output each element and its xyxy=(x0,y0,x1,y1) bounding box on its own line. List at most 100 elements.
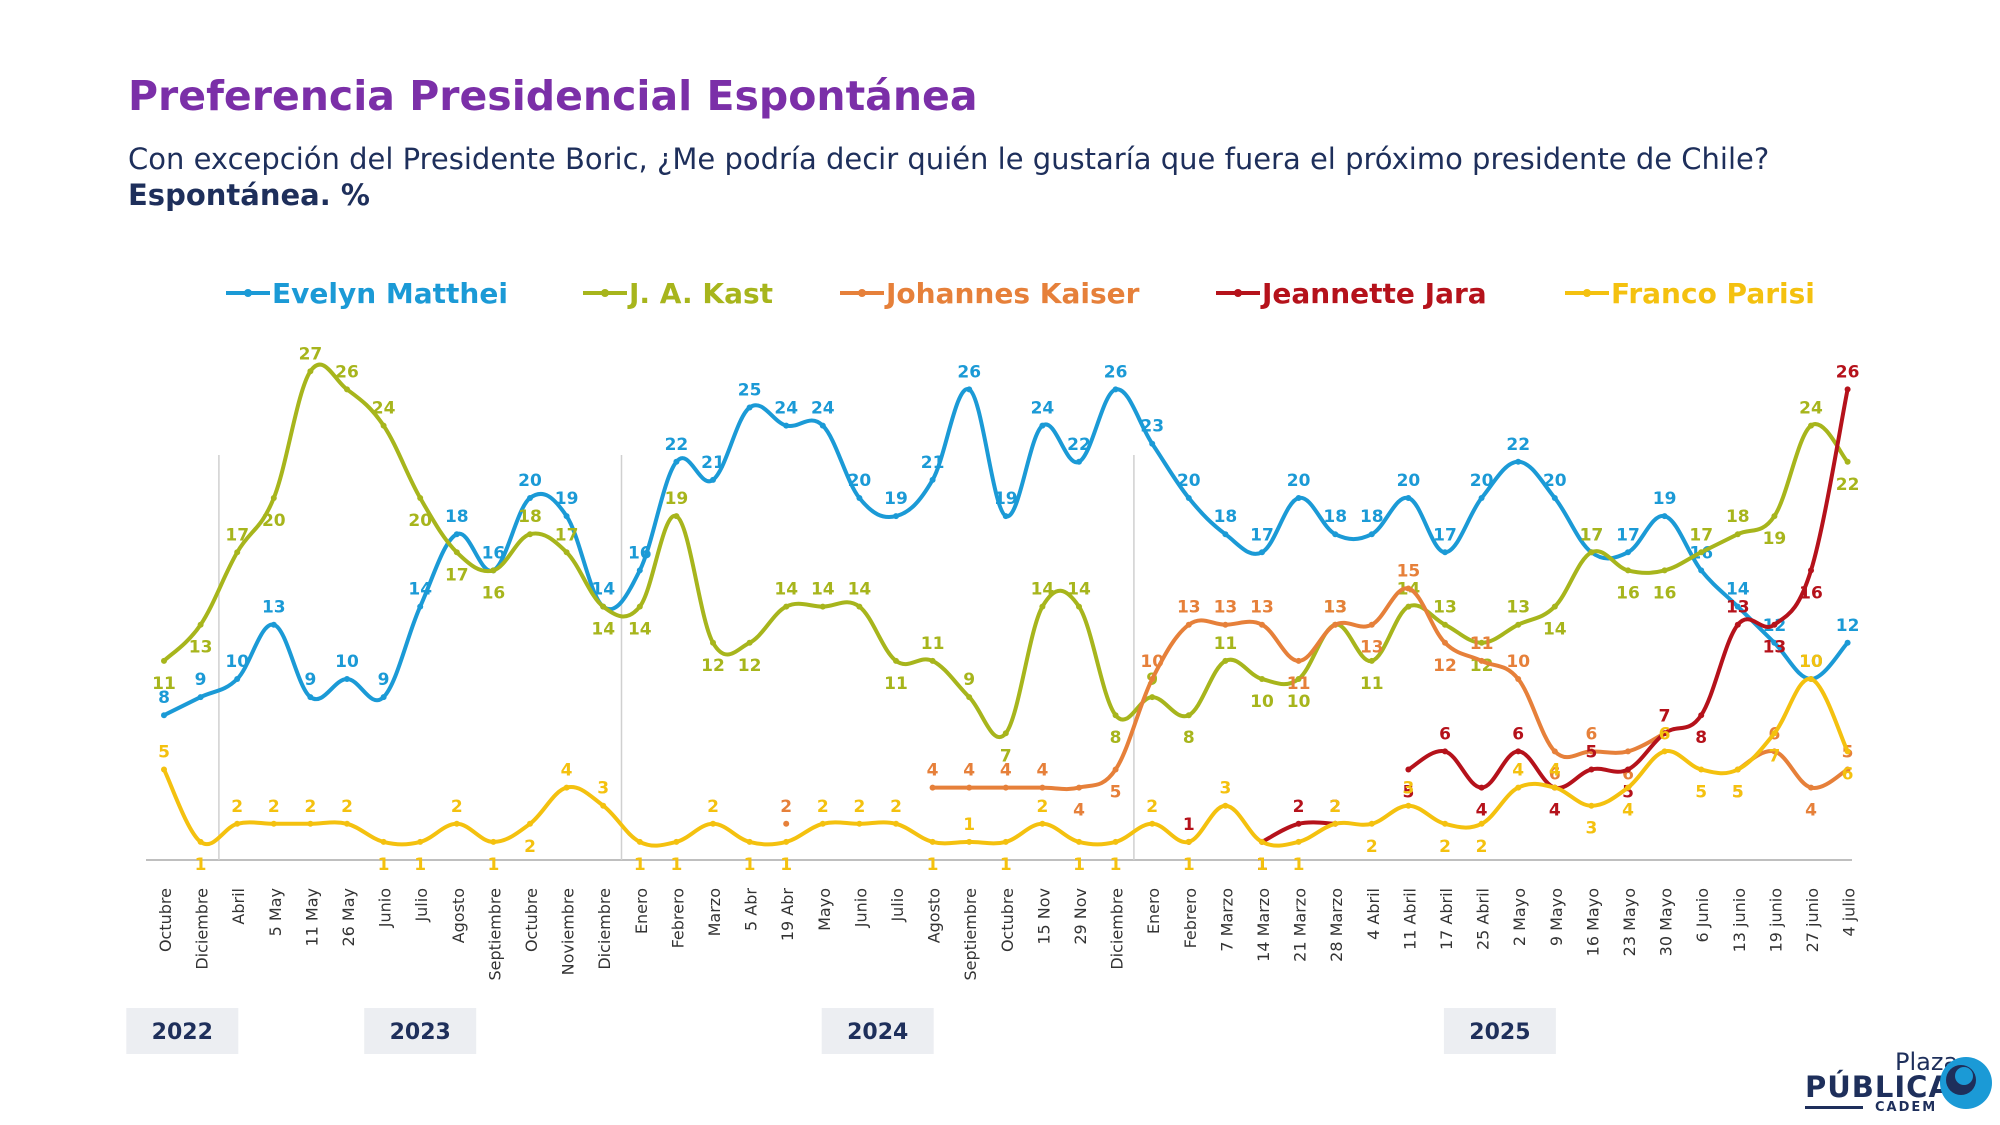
data-point-j-a-kast xyxy=(197,621,204,628)
data-point-j-a-kast xyxy=(1515,621,1522,628)
logo-swirl-icon xyxy=(1940,1057,1992,1109)
data-label-johannes-kaiser: 4 xyxy=(1073,801,1085,821)
data-point-johannes-kaiser xyxy=(1551,748,1558,755)
data-label-johannes-kaiser: 13 xyxy=(1214,598,1238,618)
data-label-franco-parisi: 1 xyxy=(487,855,499,875)
x-tick-label: 27 junio xyxy=(1803,888,1822,952)
x-tick-label: 25 Abril xyxy=(1474,888,1493,950)
data-label-franco-parisi: 4 xyxy=(561,761,573,781)
data-point-evelyn-matthei xyxy=(1076,458,1082,465)
data-point-evelyn-matthei xyxy=(563,513,570,520)
legend-label-evelyn-matthei: Evelyn Matthei xyxy=(272,277,508,310)
data-point-franco-parisi xyxy=(600,802,607,809)
data-label-evelyn-matthei: 9 xyxy=(378,670,390,690)
data-point-johannes-kaiser xyxy=(1844,766,1851,773)
x-tick-label: 29 Nov xyxy=(1071,888,1090,945)
data-point-evelyn-matthei xyxy=(1405,495,1412,501)
data-label-evelyn-matthei: 16 xyxy=(628,543,652,563)
data-label-franco-parisi: 3 xyxy=(597,779,609,799)
data-point-jeannette-jara xyxy=(1295,820,1302,827)
data-label-franco-parisi: 2 xyxy=(524,837,536,857)
x-tick-label: Diciembre xyxy=(193,888,212,970)
year-badge xyxy=(364,1008,477,1054)
data-point-j-a-kast xyxy=(1551,603,1558,610)
data-point-franco-parisi xyxy=(893,820,899,827)
legend-label-jeannette-jara: Jeannette Jara xyxy=(1260,277,1487,310)
data-point-j-a-kast xyxy=(636,603,643,610)
data-point-franco-parisi xyxy=(1808,676,1814,682)
data-label-jeannette-jara: 1 xyxy=(1256,855,1268,875)
data-label-j-a-kast: 14 xyxy=(1031,580,1055,600)
data-point-johannes-kaiser xyxy=(1185,621,1192,628)
data-label-franco-parisi: 2 xyxy=(268,797,280,817)
data-point-evelyn-matthei xyxy=(1771,639,1778,646)
data-label-j-a-kast: 14 xyxy=(1543,620,1567,640)
data-point-jeannette-jara xyxy=(1698,712,1705,719)
data-label-evelyn-matthei: 12 xyxy=(1836,616,1860,636)
data-point-j-a-kast xyxy=(783,603,790,610)
x-tick-label: 11 Abril xyxy=(1400,888,1419,950)
data-point-jeannette-jara xyxy=(1625,766,1631,773)
x-tick-label: 19 junio xyxy=(1766,888,1785,952)
x-tick-label: 6 Junio xyxy=(1693,888,1712,943)
legend-label-franco-parisi: Franco Parisi xyxy=(1611,277,1815,310)
data-label-franco-parisi: 2 xyxy=(1036,797,1048,817)
data-point-evelyn-matthei xyxy=(1185,495,1192,501)
data-label-evelyn-matthei: 17 xyxy=(1580,525,1604,545)
data-point-johannes-kaiser xyxy=(966,784,973,791)
data-point-j-a-kast xyxy=(1698,549,1705,556)
x-tick-label: Enero xyxy=(1144,888,1163,934)
data-point-franco-parisi xyxy=(161,766,167,773)
data-point-franco-parisi xyxy=(1112,838,1119,845)
data-label-franco-parisi: 5 xyxy=(158,743,170,763)
data-label-evelyn-matthei: 19 xyxy=(1653,489,1677,509)
data-point-evelyn-matthei xyxy=(1478,495,1485,501)
data-label-johannes-kaiser: 4 xyxy=(1036,761,1048,781)
x-tick-label: Septiembre xyxy=(485,888,504,981)
legend-marker-johannes-kaiser xyxy=(858,289,866,297)
data-point-franco-parisi xyxy=(1515,784,1522,791)
data-label-j-a-kast: 10 xyxy=(1250,692,1274,712)
data-label-j-a-kast: 14 xyxy=(628,620,652,640)
data-point-jeannette-jara xyxy=(1734,621,1741,628)
data-label-evelyn-matthei: 20 xyxy=(1470,471,1494,491)
x-tick-label: Agosto xyxy=(449,888,468,943)
data-label-franco-parisi: 4 xyxy=(1512,761,1524,781)
data-point-j-a-kast xyxy=(1478,639,1485,646)
data-label-franco-parisi: 6 xyxy=(1842,764,1854,784)
data-label-franco-parisi: 2 xyxy=(341,797,353,817)
data-point-j-a-kast xyxy=(673,513,680,520)
data-point-franco-parisi xyxy=(1149,820,1156,827)
data-point-johannes-kaiser xyxy=(929,784,936,791)
logo-text-publica: PÚBLICA xyxy=(1805,1070,1952,1104)
data-label-johannes-kaiser: 13 xyxy=(1323,598,1347,618)
data-point-evelyn-matthei xyxy=(1661,513,1668,520)
data-label-evelyn-matthei: 20 xyxy=(1543,471,1567,491)
data-label-franco-parisi: 1 xyxy=(634,855,646,875)
data-label-franco-parisi: 1 xyxy=(1110,855,1122,875)
data-label-jeannette-jara: 1 xyxy=(1183,815,1195,835)
x-tick-label: Diciembre xyxy=(595,888,614,970)
data-label-evelyn-matthei: 8 xyxy=(158,688,170,708)
x-tick-label: 13 junio xyxy=(1730,888,1749,952)
data-label-evelyn-matthei: 24 xyxy=(811,399,835,419)
data-label-j-a-kast: 11 xyxy=(921,634,945,654)
data-point-evelyn-matthei xyxy=(453,531,460,538)
data-label-franco-parisi: 2 xyxy=(1439,837,1451,857)
data-label-franco-parisi: 1 xyxy=(1073,855,1085,875)
data-label-j-a-kast: 17 xyxy=(1580,525,1604,545)
data-point-franco-parisi xyxy=(1771,730,1778,737)
x-tick-label: Julio xyxy=(412,888,431,923)
data-point-j-a-kast xyxy=(1149,694,1156,701)
data-label-johannes-kaiser: 6 xyxy=(1622,764,1634,784)
data-point-j-a-kast xyxy=(1844,458,1851,465)
x-tick-label: Mayo xyxy=(815,888,834,931)
x-tick-label: 30 Mayo xyxy=(1657,888,1676,956)
data-label-j-a-kast: 13 xyxy=(1323,598,1347,618)
data-point-j-a-kast xyxy=(307,368,314,375)
data-point-j-a-kast xyxy=(563,549,570,556)
data-point-evelyn-matthei xyxy=(710,476,716,483)
data-point-franco-parisi xyxy=(1002,838,1009,845)
year-badge xyxy=(1443,1008,1556,1054)
x-tick-label: Julio xyxy=(888,888,907,923)
